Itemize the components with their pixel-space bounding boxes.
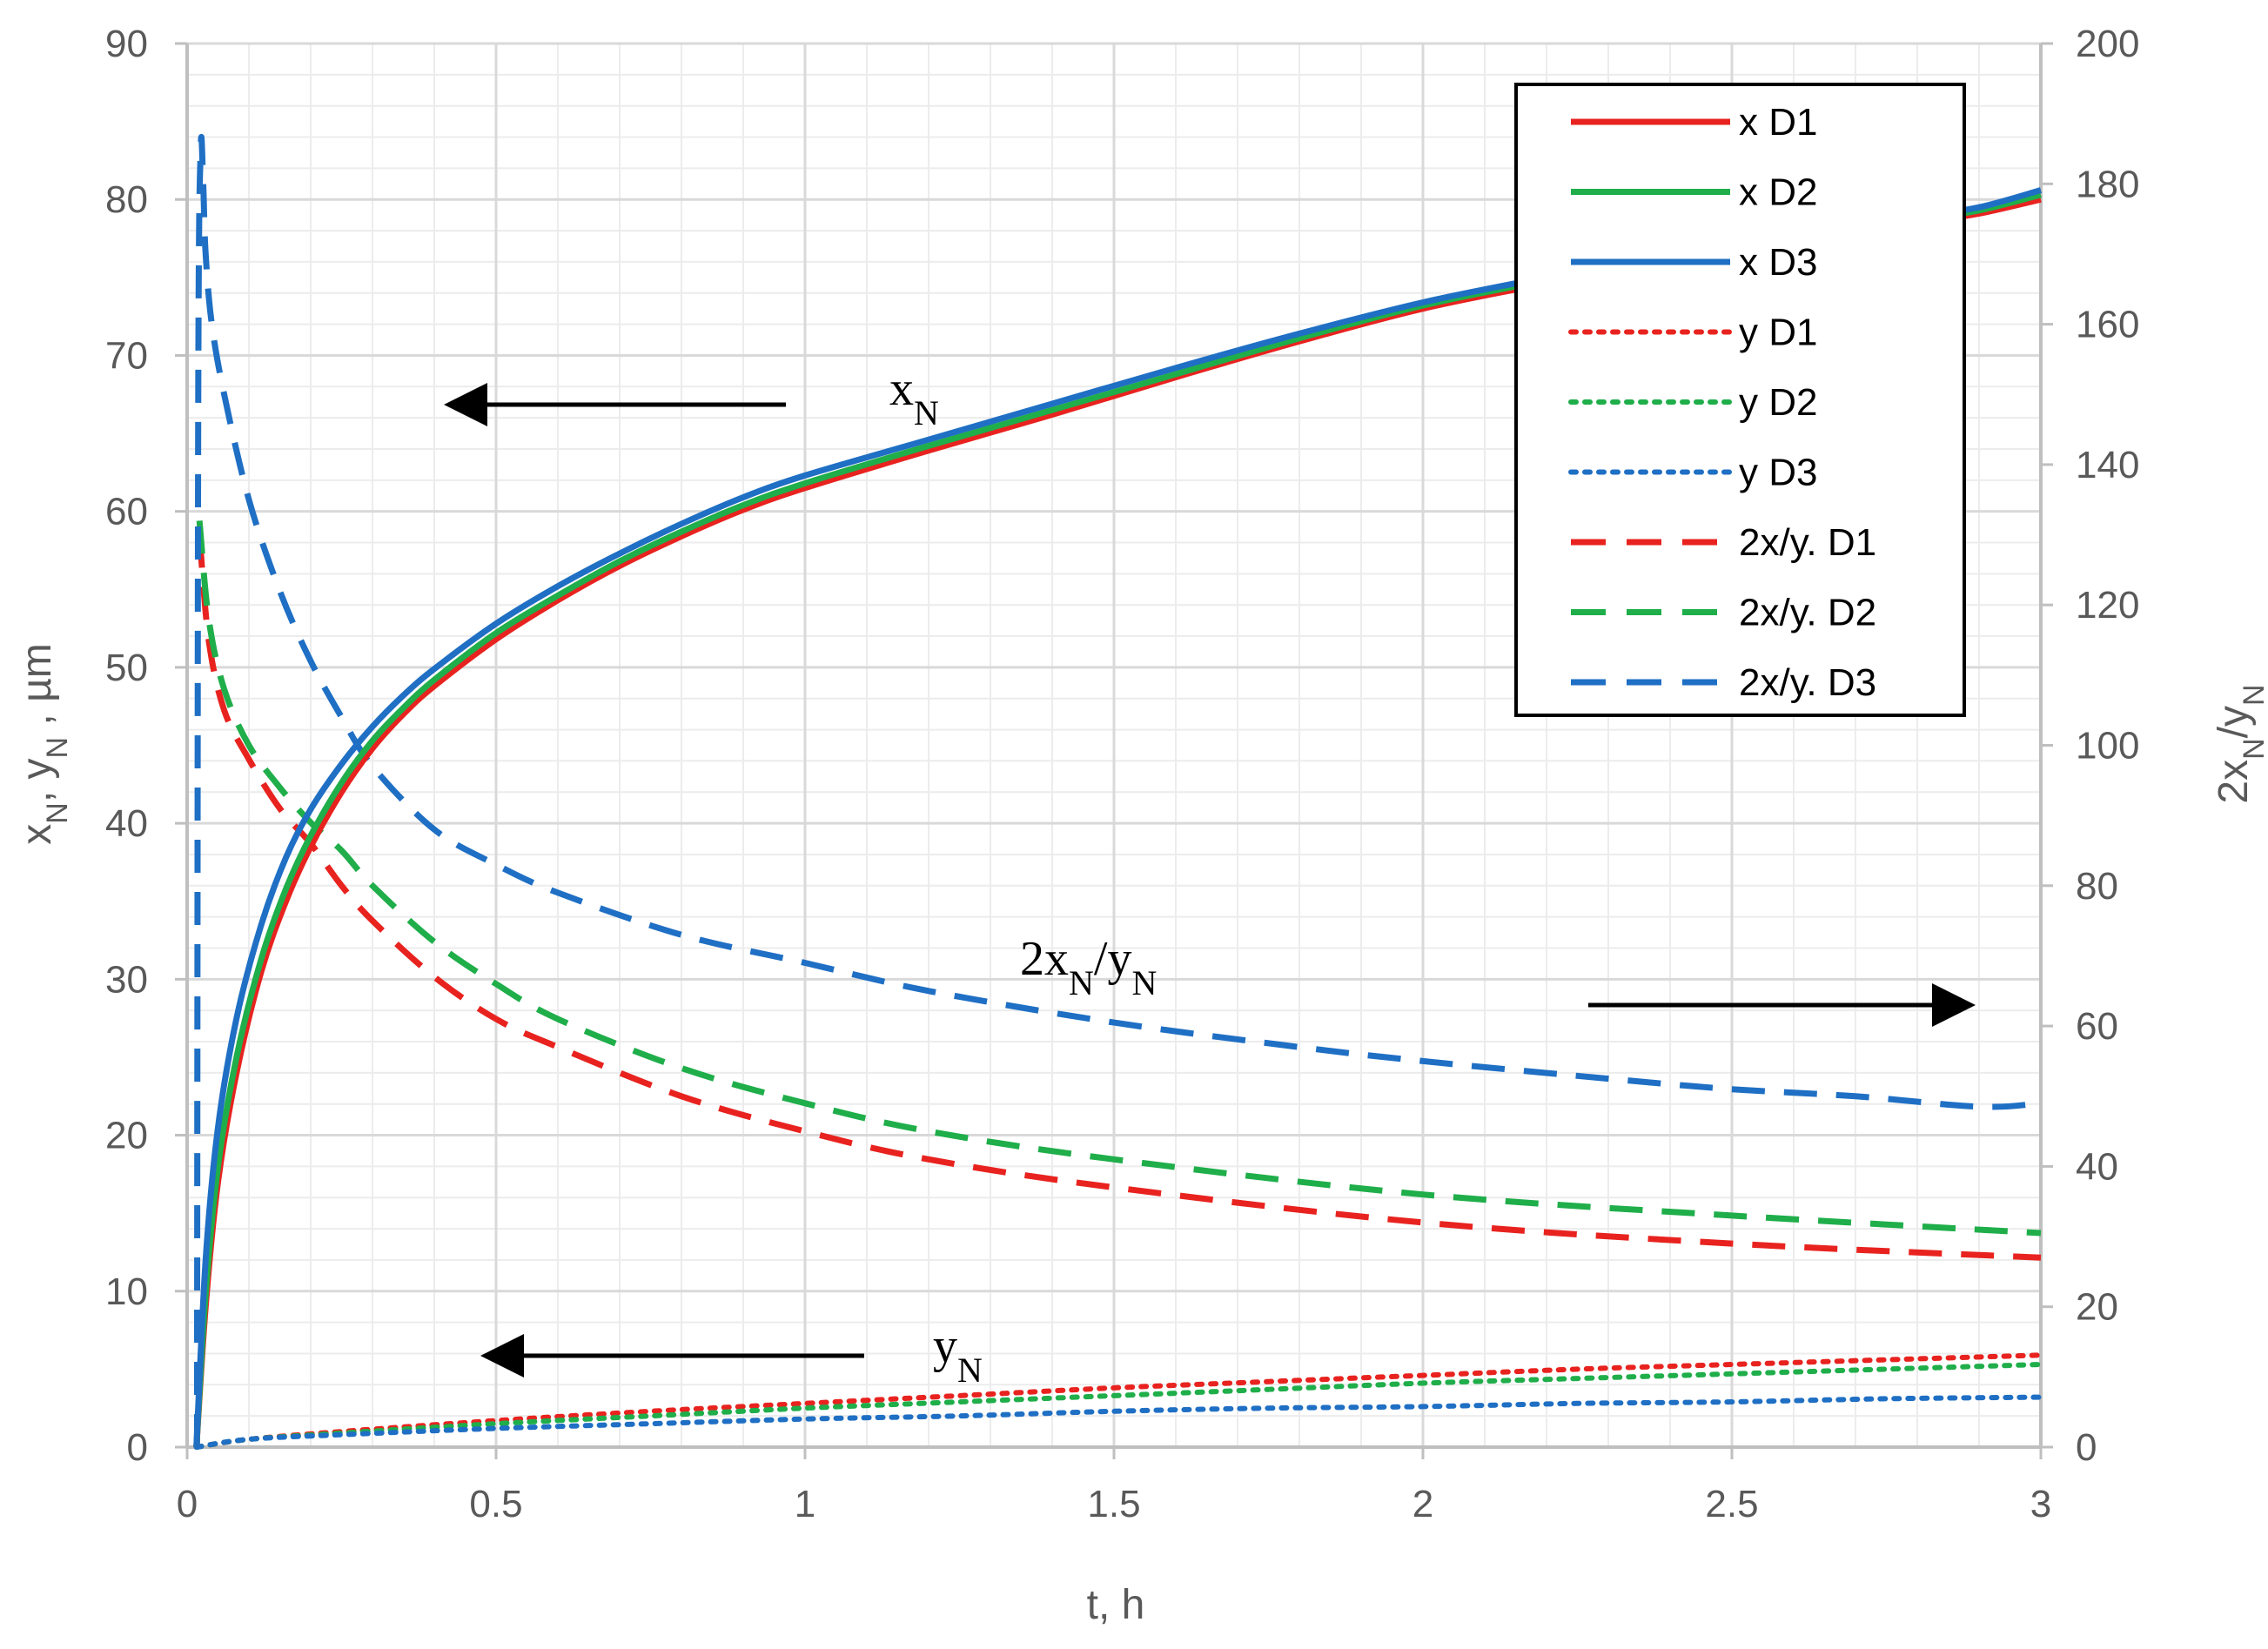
left-title-sub1: N [41, 802, 74, 824]
legend-label: 2x/y. D1 [1739, 521, 1876, 564]
x-tick-label: 1 [795, 1483, 815, 1525]
series-line-2x-y-d2 [196, 520, 2042, 1237]
left-tick-label: 0 [127, 1426, 148, 1469]
left-title-x: x [14, 824, 60, 845]
left-tick-label: 10 [105, 1270, 148, 1313]
series-line-y-d3 [193, 1394, 2043, 1450]
right-tick-label: 60 [2076, 1005, 2118, 1048]
legend-label: x D1 [1739, 101, 1817, 144]
right-tick-label: 200 [2076, 23, 2139, 65]
left-title-unit: , µm [14, 643, 60, 737]
right-title-y: /y [2211, 706, 2257, 738]
x-axis-title: t, h [1087, 1582, 1145, 1628]
right-axis-ticks: 0 20 40 60 80 100 120 140 160 180 200 [2041, 23, 2139, 1469]
right-tick-label: 40 [2076, 1145, 2118, 1188]
right-tick-label: 160 [2076, 304, 2139, 346]
legend-label: 2x/y. D2 [1739, 592, 1876, 634]
legend-label: 2x/y. D3 [1739, 661, 1876, 704]
right-title-sub1: N [2238, 738, 2268, 760]
yn-annotation: yN [933, 1319, 983, 1390]
x-tick-label: 2 [1412, 1483, 1433, 1525]
series-line-y-d2 [193, 1362, 2043, 1450]
right-tick-label: 20 [2076, 1286, 2118, 1329]
right-title-2x: 2x [2211, 760, 2257, 804]
x-axis-ticks: 0 0.5 1 1.5 2 2.5 3 [177, 1447, 2051, 1525]
x-tick-label: 3 [2030, 1483, 2051, 1525]
ratio-annotation: 2xN/yN [1020, 932, 1157, 1002]
legend-label: y D1 [1739, 312, 1817, 354]
legend-label: x D2 [1739, 171, 1817, 214]
right-tick-label: 0 [2076, 1426, 2097, 1469]
x-tick-label: 0 [177, 1483, 198, 1525]
right-tick-label: 180 [2076, 163, 2139, 205]
series-line-y-d1 [193, 1352, 2043, 1450]
xn-annotation: xN [889, 362, 939, 432]
legend-label: x D3 [1739, 241, 1817, 284]
x-tick-label: 0.5 [469, 1483, 522, 1525]
right-tick-label: 140 [2076, 444, 2139, 486]
left-axis-title: xN, yN , µm [14, 643, 74, 844]
left-title-y: , y [14, 758, 60, 802]
right-axis-title: 2xN/yN [2211, 684, 2268, 803]
left-tick-label: 80 [105, 178, 148, 221]
left-tick-label: 40 [105, 802, 148, 845]
left-title-sub2: N [41, 737, 74, 759]
right-tick-label: 80 [2076, 865, 2118, 908]
right-title-sub2: N [2238, 684, 2268, 706]
x-tick-label: 2.5 [1705, 1483, 1758, 1525]
left-tick-label: 50 [105, 647, 148, 689]
left-tick-label: 20 [105, 1115, 148, 1157]
right-tick-label: 120 [2076, 584, 2139, 627]
left-tick-label: 70 [105, 334, 148, 377]
legend: x D1 x D2 x D3 y D1 y D2 y D3 2x/y. D1 2x/y. D2… [1514, 83, 1966, 717]
left-axis-ticks: 0 10 20 30 40 50 60 70 80 90 [105, 23, 187, 1469]
right-tick-label: 100 [2076, 725, 2139, 768]
legend-label: y D2 [1739, 381, 1817, 424]
left-tick-label: 90 [105, 23, 148, 65]
x-tick-label: 1.5 [1087, 1483, 1140, 1525]
series-line-2x-y-d1 [196, 534, 2042, 1261]
left-tick-label: 30 [105, 958, 148, 1001]
legend-label: y D3 [1739, 452, 1817, 494]
left-tick-label: 60 [105, 491, 148, 533]
series-line-2x-y-d3 [193, 133, 2042, 1448]
